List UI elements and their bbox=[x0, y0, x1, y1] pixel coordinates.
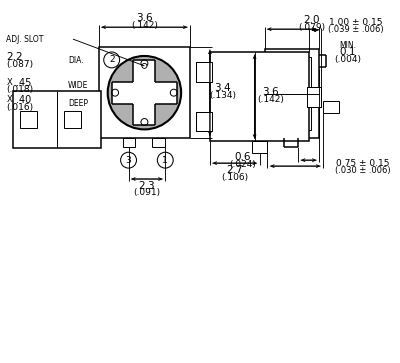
Text: (.024): (.024) bbox=[229, 160, 256, 169]
Text: 1: 1 bbox=[162, 156, 168, 165]
Text: (.106): (.106) bbox=[221, 172, 248, 182]
Circle shape bbox=[170, 89, 177, 96]
Bar bbox=[307, 87, 321, 107]
Text: (.039 ± .006): (.039 ± .006) bbox=[328, 25, 384, 34]
Bar bbox=[122, 138, 136, 147]
Bar bbox=[323, 101, 339, 113]
Circle shape bbox=[157, 152, 173, 168]
Circle shape bbox=[112, 89, 118, 96]
Circle shape bbox=[142, 64, 147, 68]
Text: ADJ. SLOT: ADJ. SLOT bbox=[6, 34, 44, 44]
Text: (.016): (.016) bbox=[6, 103, 34, 112]
Text: .40: .40 bbox=[16, 95, 32, 105]
Bar bbox=[264, 49, 319, 138]
Text: 0.75 ± 0.15: 0.75 ± 0.15 bbox=[336, 159, 390, 168]
Circle shape bbox=[104, 52, 120, 68]
Bar bbox=[200, 66, 210, 78]
Bar bbox=[20, 111, 37, 129]
Text: 0.1: 0.1 bbox=[340, 47, 356, 57]
Text: 2.3: 2.3 bbox=[138, 181, 155, 191]
Text: 0.6: 0.6 bbox=[234, 152, 251, 162]
Text: (.142): (.142) bbox=[131, 21, 158, 30]
Text: (.087): (.087) bbox=[6, 60, 34, 69]
Text: 3.6: 3.6 bbox=[262, 87, 279, 97]
Text: (.091): (.091) bbox=[133, 188, 160, 197]
Bar bbox=[196, 62, 212, 82]
Bar bbox=[134, 60, 156, 125]
Text: 2.7: 2.7 bbox=[226, 165, 243, 175]
Text: 3: 3 bbox=[126, 156, 132, 165]
Text: 3.4: 3.4 bbox=[214, 83, 231, 93]
Text: 2: 2 bbox=[109, 56, 114, 65]
Bar bbox=[112, 82, 177, 104]
Bar bbox=[64, 111, 81, 129]
Text: DIA.: DIA. bbox=[68, 56, 84, 65]
Bar bbox=[200, 66, 209, 78]
Text: MIN.: MIN. bbox=[339, 41, 356, 50]
Text: X: X bbox=[6, 78, 12, 87]
Text: DEEP: DEEP bbox=[68, 99, 88, 108]
Text: (.004): (.004) bbox=[334, 56, 361, 65]
Text: (.142): (.142) bbox=[257, 95, 284, 104]
Text: X: X bbox=[6, 95, 12, 104]
Text: (.134): (.134) bbox=[209, 91, 236, 100]
Text: .45: .45 bbox=[16, 78, 32, 88]
Text: (.018): (.018) bbox=[6, 85, 34, 94]
Bar bbox=[252, 141, 268, 153]
Circle shape bbox=[141, 60, 148, 67]
Text: 1.00 ± 0.15: 1.00 ± 0.15 bbox=[329, 18, 382, 27]
Text: WIDE: WIDE bbox=[68, 81, 88, 90]
Bar bbox=[210, 52, 309, 141]
Bar bbox=[274, 57, 311, 92]
Circle shape bbox=[141, 119, 148, 126]
Circle shape bbox=[108, 56, 181, 129]
Text: 2.0: 2.0 bbox=[303, 15, 320, 25]
Text: (.030 ± .006): (.030 ± .006) bbox=[335, 166, 390, 175]
Bar bbox=[274, 96, 311, 130]
Bar bbox=[196, 111, 212, 131]
Bar bbox=[14, 91, 101, 148]
Bar bbox=[152, 138, 165, 147]
Text: 2.2: 2.2 bbox=[6, 52, 23, 62]
Text: 3.6: 3.6 bbox=[136, 13, 153, 23]
Bar bbox=[99, 47, 190, 138]
Text: (.079): (.079) bbox=[298, 23, 325, 32]
Circle shape bbox=[121, 152, 136, 168]
